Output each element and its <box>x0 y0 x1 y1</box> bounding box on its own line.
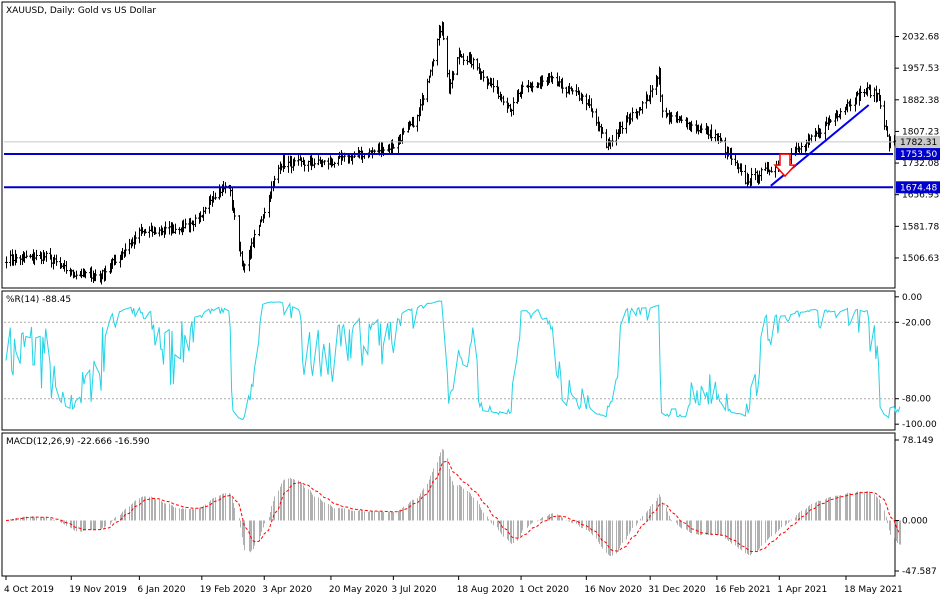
current-price-tag: 1782.31 <box>900 138 937 148</box>
price-tick-label: 1581.78 <box>902 222 939 232</box>
x-tick-label: 16 Feb 2021 <box>715 585 771 595</box>
price-panel-frame <box>1 1 896 289</box>
macd-layer <box>5 449 901 556</box>
resistance-price-tag-bg <box>896 148 940 161</box>
x-tick-label: 16 Nov 2020 <box>584 585 642 595</box>
x-tick-label: 3 Jul 2020 <box>391 585 436 595</box>
x-tick-label: 20 May 2020 <box>329 585 388 595</box>
x-tick-label: 3 Apr 2020 <box>262 585 312 595</box>
down-arrow-annotation <box>773 153 797 178</box>
wpr-title: %R(14) -88.45 <box>6 295 71 305</box>
price-tick-label: 1506.63 <box>902 254 939 264</box>
price-chart-title: XAUUSD, Daily: Gold vs US Dollar <box>6 6 156 16</box>
x-tick-label: 6 Jan 2020 <box>137 585 185 595</box>
price-tick-label: 1957.53 <box>902 64 939 74</box>
wpr-line <box>5 300 901 420</box>
x-tick-label: 19 Feb 2020 <box>200 585 256 595</box>
price-tick-label: 1882.38 <box>902 96 939 106</box>
x-tick-label: 1 Oct 2020 <box>519 585 569 595</box>
wpr-layer <box>4 300 901 420</box>
macd-title: MACD(12,26,9) -22.666 -16.590 <box>6 437 150 447</box>
price-layer <box>4 21 902 285</box>
wpr-tick-label: 0.00 <box>902 293 922 303</box>
macd-signal-line <box>5 460 901 553</box>
price-tick-label: 1807.23 <box>902 127 939 137</box>
macd-tick-label: 78.149 <box>902 436 934 446</box>
x-tick-label: 4 Oct 2019 <box>4 585 54 595</box>
wpr-tick-label: -20.00 <box>902 318 931 328</box>
x-tick-label: 18 May 2021 <box>844 585 903 595</box>
axis-layer: 2032.68 1957.53 1882.38 1807.23 1732.08 1656.… <box>4 33 940 595</box>
resistance-price-tag: 1753.50 <box>900 150 937 160</box>
x-tick-label: 18 Aug 2020 <box>457 585 515 595</box>
x-tick-label: 19 Nov 2019 <box>69 585 127 595</box>
wpr-panel-frame <box>1 290 896 431</box>
current-price-tag-bg <box>896 135 940 148</box>
macd-tick-label: -47.587 <box>902 567 937 577</box>
macd-tick-label: 0.000 <box>902 517 928 527</box>
support-price-tag-bg <box>896 181 940 194</box>
wpr-tick-label: -100.00 <box>902 420 937 430</box>
price-tick-label: 2032.68 <box>902 33 939 43</box>
x-tick-label: 31 Dec 2020 <box>648 585 706 595</box>
support-price-tag: 1674.48 <box>900 183 937 193</box>
price-tick-label: 1732.08 <box>902 159 939 169</box>
price-tick-label: 1656.93 <box>902 191 939 201</box>
macd-panel-frame <box>1 432 896 577</box>
x-tick-label: 1 Apr 2021 <box>777 585 827 595</box>
wpr-tick-label: -80.00 <box>902 395 931 405</box>
